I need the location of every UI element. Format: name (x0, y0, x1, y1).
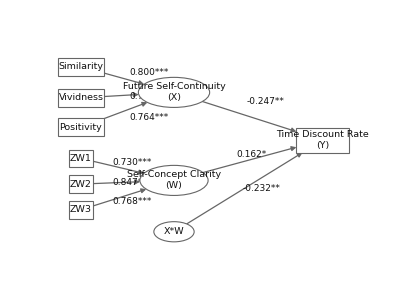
Text: ZW1: ZW1 (70, 154, 92, 163)
FancyBboxPatch shape (58, 118, 104, 136)
FancyBboxPatch shape (69, 149, 94, 167)
Ellipse shape (138, 77, 210, 107)
FancyBboxPatch shape (69, 201, 94, 219)
Text: Self-Concept Clarity
(W): Self-Concept Clarity (W) (127, 170, 221, 191)
Text: X*W: X*W (164, 227, 184, 236)
Text: 0.730***: 0.730*** (112, 158, 151, 167)
FancyBboxPatch shape (69, 175, 94, 193)
Ellipse shape (154, 222, 194, 242)
FancyBboxPatch shape (58, 58, 104, 76)
Text: 0.768***: 0.768*** (112, 197, 151, 206)
Text: Positivity: Positivity (60, 123, 102, 132)
Text: 0.750***: 0.750*** (129, 92, 168, 101)
Text: ZW3: ZW3 (70, 205, 92, 214)
Text: ZW2: ZW2 (70, 180, 92, 189)
Text: Similarity: Similarity (58, 62, 104, 71)
Text: 0.764***: 0.764*** (129, 113, 168, 122)
Text: Time Discount Rate
(Y): Time Discount Rate (Y) (276, 130, 369, 150)
FancyBboxPatch shape (58, 89, 104, 107)
Text: -0.232**: -0.232** (242, 184, 280, 193)
Text: Vividness: Vividness (58, 93, 104, 102)
Ellipse shape (140, 166, 208, 196)
Text: -0.247**: -0.247** (247, 97, 285, 106)
Text: Future Self-Continuity
(X): Future Self-Continuity (X) (123, 82, 225, 103)
Text: 0.800***: 0.800*** (129, 68, 168, 77)
Text: 0.162*: 0.162* (236, 150, 266, 159)
Text: 0.847***: 0.847*** (112, 178, 151, 187)
FancyBboxPatch shape (296, 128, 349, 153)
